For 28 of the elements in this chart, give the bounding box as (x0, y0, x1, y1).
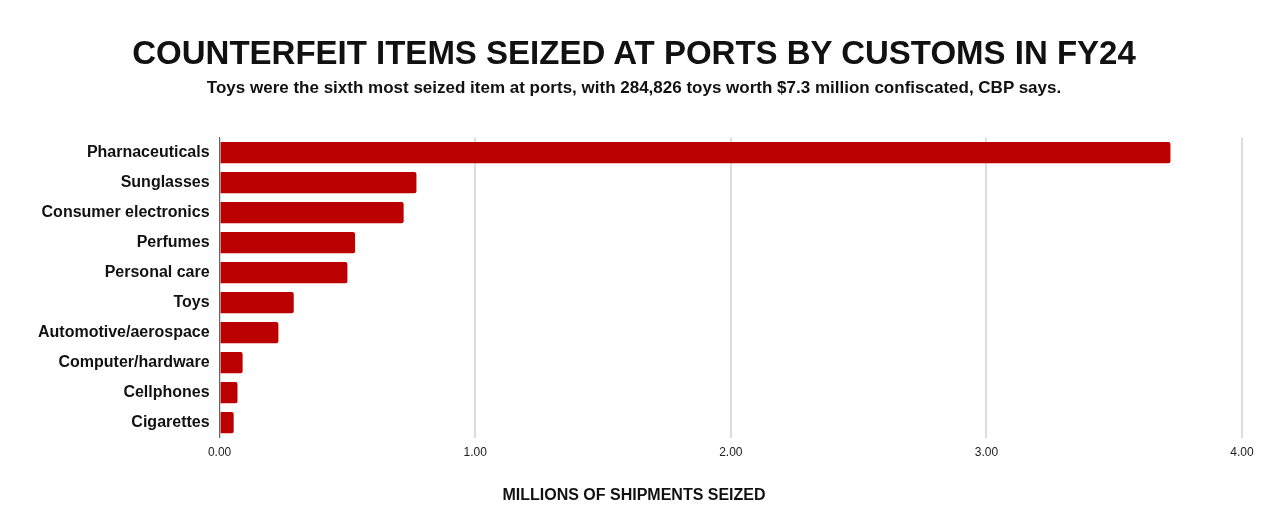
y-tick-label: Cellphones (123, 383, 210, 401)
bar (220, 232, 356, 254)
x-axis-title: MILLIONS OF SHIPMENTS SEIZED (501, 486, 767, 504)
bar (220, 412, 234, 434)
bar (220, 322, 279, 344)
bar (220, 172, 417, 194)
y-tick-label: Pharnaceuticals (86, 143, 210, 161)
x-tick-label: 4.00 (1230, 445, 1254, 460)
x-tick-label: 3.00 (974, 445, 999, 460)
bar (220, 292, 294, 314)
x-tick-label: 1.00 (463, 445, 488, 460)
y-tick-label: Computer/hardware (58, 353, 210, 371)
y-tick-label: Personal care (104, 263, 210, 281)
x-tick-label: 0.00 (207, 445, 232, 460)
bar (220, 142, 1171, 164)
y-tick-label: Automotive/aerospace (38, 323, 210, 341)
y-tick-label: Perfumes (136, 233, 210, 251)
y-tick-label: Sunglasses (120, 173, 210, 191)
bar (220, 202, 404, 224)
bar (220, 382, 238, 404)
y-tick-label: Consumer electronics (41, 203, 210, 221)
bar (220, 352, 243, 374)
bar (220, 262, 348, 284)
chart-title: COUNTERFEIT ITEMS SEIZED AT PORTS BY CUSTOMS IN FY24 (131, 33, 1137, 72)
y-tick-label: Toys (173, 293, 210, 311)
x-tick-label: 2.00 (719, 445, 743, 460)
y-tick-label: Cigarettes (131, 413, 210, 431)
chart-subtitle: Toys were the sixth most seized item at ports, with 284,826 toys worth $7.3 million confiscated, CBP says. (205, 78, 1063, 98)
